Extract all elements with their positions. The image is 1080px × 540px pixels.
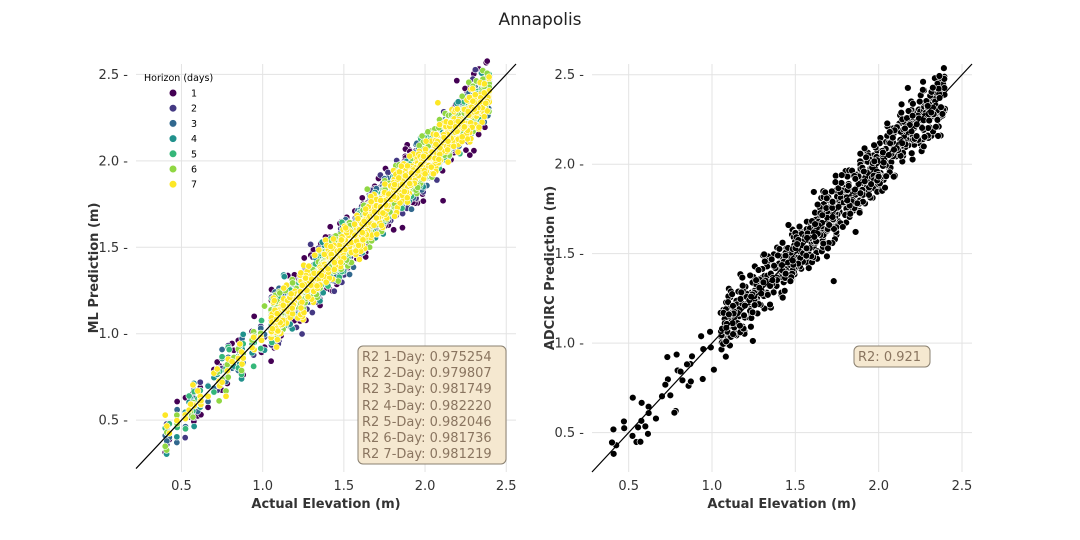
data-point-horizon-7 (222, 392, 230, 400)
data-point-horizon-5 (257, 344, 265, 352)
data-point-horizon-1 (267, 357, 275, 365)
data-point-horizon-3 (407, 205, 415, 213)
data-point-horizon-1 (326, 223, 334, 231)
data-point-horizon-7 (270, 297, 278, 305)
data-point-horizon-4 (173, 433, 181, 441)
figure-title: Annapolis (498, 10, 581, 30)
data-point-horizon-2 (196, 378, 204, 386)
data-point-horizon-1 (173, 398, 181, 406)
data-point-horizon-6 (363, 185, 371, 193)
data-point-horizon-7 (395, 168, 403, 176)
data-point-horizon-7 (187, 400, 195, 408)
data-point-horizon-3 (346, 270, 354, 278)
data-point-horizon-5 (181, 425, 189, 433)
data-point-horizon-1 (213, 358, 221, 366)
ml-tick-labels: 0.5 1.0 1.5 2.0 2.5 0.5 - 1.0 - 1.5 - 2.0 - 2.5 - (99, 68, 517, 494)
data-point-horizon-5 (258, 317, 266, 325)
data-point-horizon-6 (238, 367, 246, 375)
data-point-horizon-4 (190, 422, 198, 430)
data-point-horizon-1 (466, 151, 474, 159)
data-point-horizon-6 (224, 373, 232, 381)
ml-scatter-axes: 0.5 1.0 1.5 2.0 2.5 0.5 - 1.0 - 1.5 - 2.0 - 2.5 -… (87, 57, 517, 512)
x-tick-label: 1.5 (334, 479, 355, 494)
data-point-horizon-6 (161, 442, 169, 450)
data-point-horizon-6 (189, 413, 197, 421)
data-point-horizon-6 (289, 279, 297, 287)
data-point-horizon-7 (422, 137, 430, 145)
data-point-horizon-1 (398, 224, 406, 232)
data-point-horizon-1 (470, 147, 478, 155)
x-tick-label: 2.5 (496, 479, 517, 494)
data-point-horizon-7 (315, 246, 323, 254)
data-point-horizon-7 (236, 340, 244, 348)
data-point-horizon-2 (181, 434, 189, 442)
data-point-horizon-1 (439, 197, 447, 205)
data-point-horizon-2 (307, 240, 315, 248)
data-point-horizon-7 (403, 162, 411, 170)
data-point-horizon-7 (436, 121, 444, 129)
data-point-horizon-1 (390, 226, 398, 234)
y-tick-label: 1.0 - (99, 327, 129, 342)
data-point-horizon-7 (434, 99, 442, 107)
data-point-horizon-7 (406, 152, 414, 160)
x-tick-label: 0.5 (171, 479, 192, 494)
y-tick-label: 2.5 - (99, 68, 129, 83)
x-tick-label: 1.0 (252, 479, 273, 494)
data-point-horizon-6 (215, 397, 223, 405)
data-point-horizon-1 (358, 194, 366, 202)
data-point-horizon-7 (381, 180, 389, 188)
data-point-horizon-2 (298, 330, 306, 338)
data-point-horizon-1 (300, 254, 308, 262)
data-point-horizon-1 (204, 403, 212, 411)
data-point-horizon-7 (250, 333, 258, 341)
data-point-horizon-5 (250, 362, 258, 370)
data-point-horizon-5 (218, 353, 226, 361)
data-point-horizon-7 (322, 278, 330, 286)
data-point-horizon-7 (273, 336, 281, 344)
data-point-horizon-3 (218, 345, 226, 353)
data-point-horizon-1 (483, 57, 491, 65)
data-point-horizon-4 (204, 382, 212, 390)
x-tick-label: 2.0 (415, 479, 436, 494)
data-point-horizon-1 (250, 312, 258, 320)
data-point-horizon-6 (260, 302, 268, 310)
y-tick-label: 0.5 - (99, 414, 129, 429)
data-point-horizon-1 (419, 197, 427, 205)
data-point-horizon-5 (210, 388, 218, 396)
data-point-horizon-7 (454, 148, 462, 156)
data-point-horizon-5 (225, 346, 233, 354)
data-point-horizon-4 (280, 273, 288, 281)
data-point-horizon-2 (330, 287, 338, 295)
y-tick-label: 1.5 - (99, 241, 129, 256)
data-point-horizon-1 (453, 77, 461, 85)
data-point-horizon-7 (320, 250, 328, 258)
data-point-horizon-1 (462, 146, 470, 154)
data-point-horizon-2 (471, 66, 479, 74)
data-point-horizon-4 (454, 98, 462, 106)
y-tick-label: 2.0 - (99, 154, 129, 169)
data-point-horizon-5 (185, 392, 193, 400)
data-point-horizon-4 (239, 330, 247, 338)
